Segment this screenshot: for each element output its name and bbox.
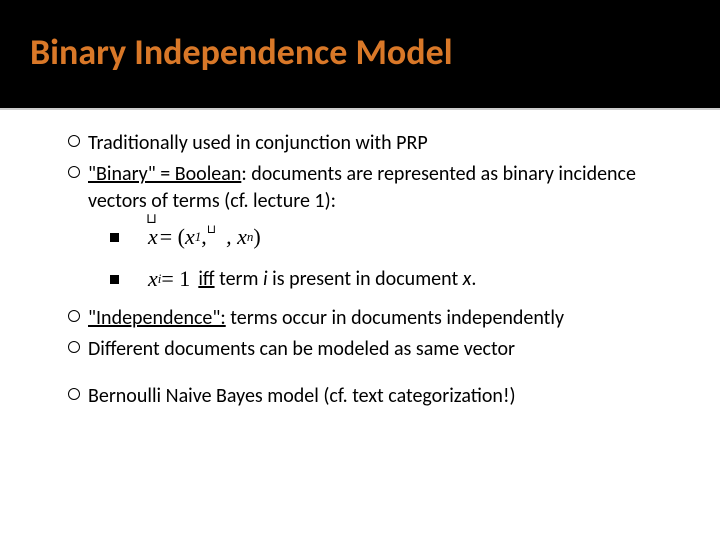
iff-text: iff term i is present in document x. [198,267,476,291]
text: terms occur in documents independently [226,306,564,330]
formula-vector: ⊔ x = ( x1 , ⊔ , xn ) [148,224,261,250]
dots-icon: ⊔ [207,222,226,236]
circle-bullet-icon [60,383,88,400]
text: is present in document [268,267,463,291]
bullet-text: Bernoulli Naive Bayes model (cf. text ca… [88,383,680,410]
sub-bullet-list: ⊔ x = ( x1 , ⊔ , xn ) xi = 1 iff term i … [100,221,680,295]
text: . [471,267,476,291]
bullet-text: Different documents can be modeled as sa… [88,336,680,363]
text: term [215,267,263,291]
sub-bullet-row: xi = 1 iff term i is present in document… [100,263,680,295]
eq: = ( [160,224,185,250]
sub-bullet-row: ⊔ x = ( x1 , ⊔ , xn ) [100,221,680,253]
bullet-text: "Binary" = Boolean: documents are repres… [88,161,680,215]
close-paren: ) [253,224,260,250]
var-x: x [148,224,158,249]
circle-bullet-icon [60,130,88,147]
circle-bullet-icon [60,305,88,322]
square-bullet-icon [100,275,128,284]
bullet-row: Traditionally used in conjunction with P… [60,130,680,157]
var-xn: , x [226,224,247,250]
slide-body: Traditionally used in conjunction with P… [0,110,720,410]
vector-arrow-icon: ⊔ x [148,224,158,250]
circle-bullet-icon [60,161,88,178]
formula-xi: xi = 1 [148,266,190,292]
bullet-row: "Binary" = Boolean: documents are repres… [60,161,680,215]
underline-text: "Independence": [88,306,226,330]
var-x1: x [185,224,195,250]
slide-title: Binary Independence Model [30,30,690,74]
bullet-text: Traditionally used in conjunction with P… [88,130,680,157]
title-bar: Binary Independence Model [0,0,720,110]
square-bullet-icon [100,233,128,242]
bullet-row: Different documents can be modeled as sa… [60,336,680,363]
circle-bullet-icon [60,336,88,353]
var-xi: x [148,266,158,292]
underline-text: "Binary" = Boolean [88,162,241,186]
eq-1: = 1 [161,266,190,292]
bullet-row: Bernoulli Naive Bayes model (cf. text ca… [60,383,680,410]
iff-underline: iff [198,267,214,291]
bullet-row: "Independence": terms occur in documents… [60,305,680,332]
bullet-text: "Independence": terms occur in documents… [88,305,680,332]
spacer [60,367,680,383]
